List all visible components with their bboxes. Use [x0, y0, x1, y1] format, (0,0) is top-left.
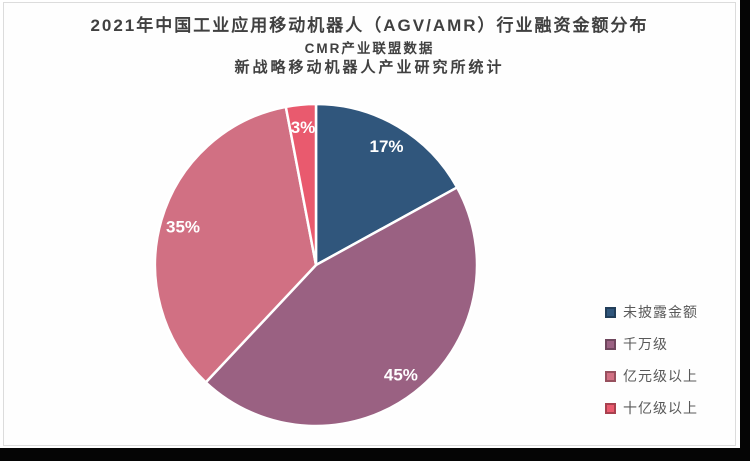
- legend-label-hundred-million-plus: 亿元级以上: [623, 368, 698, 384]
- pie-label-未披露金额: 17%: [369, 137, 403, 156]
- pie-slice-十亿级以上: [284, 102, 318, 267]
- pie-slice-未披露金额: [314, 102, 459, 267]
- legend-item-hundred-million-plus: 亿元级以上: [605, 366, 698, 386]
- legend-item-tens-of-millions: 千万级: [605, 334, 698, 354]
- chart-title: 2021年中国工业应用移动机器人（AGV/AMR）行业融资金额分布: [90, 16, 649, 35]
- legend-item-undisclosed: 未披露金额: [605, 302, 698, 322]
- pie-slice-亿元级以上: [153, 105, 318, 384]
- legend-swatch-billion-plus: [605, 402, 616, 414]
- letterbox-strip-right: [740, 0, 750, 461]
- chart-card: 2021年中国工业应用移动机器人（AGV/AMR）行业融资金额分布 CMR产业联…: [3, 2, 736, 446]
- pie-chart: 17% 45% 35% 3%: [153, 102, 479, 428]
- pie-label-十亿级以上: 3%: [291, 118, 316, 137]
- legend-swatch-tens-of-millions: [605, 338, 616, 350]
- legend-label-tens-of-millions: 千万级: [623, 336, 668, 352]
- legend: 未披露金额 千万级 亿元级以上 十亿级以上: [605, 302, 698, 418]
- chart-header: 2021年中国工业应用移动机器人（AGV/AMR）行业融资金额分布 CMR产业联…: [4, 14, 735, 77]
- pie-slice-千万级: [204, 186, 479, 428]
- legend-item-billion-plus: 十亿级以上: [605, 398, 698, 418]
- chart-subtitle-source: CMR产业联盟数据: [304, 41, 435, 56]
- legend-label-undisclosed: 未披露金额: [623, 304, 698, 320]
- pie-label-亿元级以上: 35%: [166, 217, 200, 236]
- legend-swatch-hundred-million-plus: [605, 370, 616, 382]
- legend-swatch-undisclosed: [605, 306, 616, 318]
- legend-label-billion-plus: 十亿级以上: [623, 400, 698, 416]
- pie-label-千万级: 45%: [384, 365, 418, 384]
- letterbox-strip-bottom: [0, 448, 750, 461]
- chart-subtitle-institute: 新战略移动机器人产业研究所统计: [234, 59, 505, 76]
